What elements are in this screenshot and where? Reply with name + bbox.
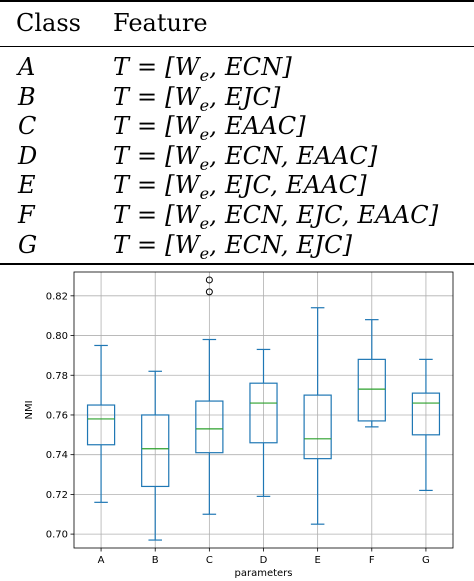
- y-tick-label: 0.80: [46, 331, 68, 342]
- box-A: [86, 344, 116, 503]
- table-cell-class: G: [18, 230, 38, 259]
- grid-layer: [74, 272, 453, 548]
- table-header-feature: Feature: [113, 9, 208, 37]
- y-tick-label: 0.74: [46, 450, 68, 461]
- box-body: [357, 358, 386, 422]
- table-cell-feature: T = [We, EJC]: [113, 82, 281, 115]
- table-top-rule: [0, 0, 474, 2]
- x-axis-label: parameters: [234, 568, 292, 579]
- table-row: D T = [We, ECN, EAAC]: [0, 141, 474, 174]
- box-E: [303, 307, 332, 525]
- table-row: C T = [We, EAAC]: [0, 112, 474, 144]
- box-C: [195, 276, 224, 515]
- y-tick-label: 0.78: [46, 371, 68, 382]
- table-cell-feature: T = [We, ECN, EJC]: [113, 230, 353, 263]
- x-tick-label: D: [260, 555, 268, 566]
- x-tick-label: F: [369, 555, 375, 566]
- y-tick-label: 0.72: [46, 490, 68, 501]
- x-tick-label: A: [98, 555, 105, 566]
- table-bottom-rule: [0, 263, 474, 265]
- axis-layer: 0.70 0.72 0.74 0.76 0.78 0.80 0.82 A B C D E F G: [46, 291, 430, 566]
- x-tick-label: C: [206, 555, 213, 566]
- x-tick-label: B: [152, 555, 159, 566]
- table-row: G T = [We, ECN, EJC]: [0, 230, 474, 263]
- table-header-rule: [0, 46, 474, 47]
- table-cell-feature: T = [We, ECN, EAAC]: [113, 141, 378, 174]
- box-body: [195, 400, 224, 454]
- box-body: [141, 414, 170, 488]
- table-row: B T = [We, EJC]: [0, 82, 474, 115]
- box-body: [249, 382, 278, 444]
- box-body: [86, 404, 116, 446]
- table-cell-class: C: [18, 112, 37, 141]
- y-tick-label: 0.70: [46, 530, 68, 541]
- x-tick-label: E: [314, 555, 320, 566]
- table-cell-class: D: [18, 141, 38, 170]
- outlier-point: [205, 276, 213, 284]
- table-cell-class: B: [18, 82, 36, 111]
- box-B: [141, 370, 170, 541]
- y-axis-label: NMI: [24, 400, 35, 419]
- table-row: E T = [We, EJC, EAAC]: [0, 171, 474, 203]
- table-cell-feature: T = [We, EJC, EAAC]: [113, 171, 367, 204]
- table-cell-feature: T = [We, EAAC]: [113, 112, 306, 144]
- outlier-point: [205, 288, 213, 296]
- box-F: [357, 319, 386, 428]
- table-cell-class: A: [18, 53, 36, 81]
- table-row: A T = [We, ECN]: [0, 53, 474, 85]
- table-cell-class: E: [18, 171, 36, 200]
- y-tick-label: 0.82: [46, 291, 68, 302]
- box-D: [249, 348, 278, 497]
- table-header-class: Class: [16, 9, 81, 37]
- table-cell-feature: T = [We, ECN]: [113, 53, 293, 85]
- box-layer: [86, 276, 441, 541]
- box-body: [303, 394, 332, 460]
- table-cell-class: F: [18, 200, 35, 229]
- feature-table-body: A T = [We, ECN] B T = [We, EJC] C T = [We, …: [0, 53, 474, 263]
- nmi-boxplot-chart: 0.70 0.72 0.74 0.76 0.78 0.80 0.82 A B C D E F G para…: [24, 271, 454, 579]
- table-cell-feature: T = [We, ECN, EJC, EAAC]: [113, 200, 439, 233]
- x-tick-label: G: [422, 555, 430, 566]
- box-body: [411, 392, 441, 436]
- y-tick-label: 0.76: [46, 410, 68, 421]
- table-row: F T = [We, ECN, EJC, EAAC]: [0, 200, 474, 233]
- box-G: [411, 358, 441, 492]
